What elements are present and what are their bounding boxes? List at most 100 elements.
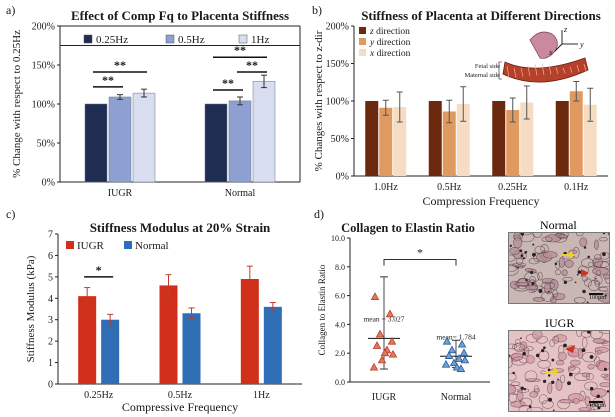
significance-label: ** xyxy=(102,73,114,87)
tissue-cell xyxy=(555,260,561,270)
bar xyxy=(84,103,108,183)
inset-fetal-side-label: Fetal side xyxy=(475,63,500,70)
tissue-cell xyxy=(600,373,609,378)
tissue-texture-iugr xyxy=(509,331,609,411)
x-tick-label: 0.25Hz xyxy=(498,182,528,193)
chart-title: Effect of Comp Fq to Placenta Stiffness xyxy=(71,8,289,23)
tissue-cell xyxy=(537,271,543,281)
placenta-villi xyxy=(520,67,524,77)
significance-label: * xyxy=(417,246,423,260)
red-arrow-icon xyxy=(581,269,589,277)
bar xyxy=(506,110,520,176)
bar xyxy=(555,101,569,176)
scale-label: 100μm xyxy=(589,295,606,301)
tissue-cell xyxy=(593,275,603,285)
axis-label-x: x xyxy=(548,48,553,57)
tissue-cell xyxy=(543,251,558,259)
y-axis-label: % Changes with respect to z-dir xyxy=(313,30,325,171)
tissue-cell xyxy=(574,373,590,382)
y-tick-label: 50% xyxy=(331,134,349,145)
significance-label: ** xyxy=(114,58,126,72)
scale-label: 100μm xyxy=(589,403,606,409)
legend-swatch xyxy=(238,34,248,44)
legend-label: 1Hz xyxy=(251,34,269,46)
tissue-nucleus xyxy=(547,290,550,293)
x-tick-label: 0.5Hz xyxy=(168,390,193,401)
data-point xyxy=(388,349,398,358)
tissue-cell xyxy=(524,268,534,272)
bar xyxy=(492,101,506,176)
legend-axis-word: direction xyxy=(374,49,410,59)
tissue-nucleus xyxy=(581,348,586,353)
axis-label-z: z xyxy=(563,25,568,34)
tissue-cell xyxy=(597,286,609,292)
tissue-nucleus xyxy=(520,254,524,258)
tissue-cell xyxy=(526,407,544,411)
y-tick-label: 8.0 xyxy=(335,263,345,272)
bar xyxy=(132,92,156,183)
bar xyxy=(393,107,407,176)
tissue-nucleus xyxy=(577,270,582,274)
placenta-villi xyxy=(583,63,587,72)
red-arrow-icon xyxy=(565,345,575,353)
tissue-nucleus xyxy=(586,301,589,303)
tissue-cell xyxy=(516,278,529,290)
legend-swatch xyxy=(359,27,366,34)
tissue-cell xyxy=(537,360,551,369)
data-point xyxy=(449,358,459,367)
bar xyxy=(263,306,282,384)
x-tick-label: 0.5Hz xyxy=(437,182,462,193)
tissue-nucleus xyxy=(589,386,594,391)
tissue-nucleus xyxy=(535,353,540,358)
placenta-villi xyxy=(555,67,559,74)
legend-swatch xyxy=(165,34,175,44)
tissue-cell xyxy=(578,407,593,411)
y-tick-label: 2.0 xyxy=(335,349,345,358)
yellow-arrow-icon xyxy=(561,251,576,259)
tissue-cell xyxy=(509,384,517,395)
tissue-nucleus xyxy=(589,354,594,359)
legend-label: Normal xyxy=(135,240,169,252)
y-tick-label: 100% xyxy=(32,100,55,111)
placenta-villi xyxy=(534,64,538,76)
tissue-cell xyxy=(593,260,609,269)
bar xyxy=(569,91,583,176)
chart-comp-fq: Effect of Comp Fq to Placenta Stiffness 0… xyxy=(11,8,301,199)
significance-bracket xyxy=(383,259,457,266)
bar xyxy=(101,319,120,384)
y-tick-label: 1 xyxy=(48,358,53,369)
placenta-villi xyxy=(541,64,545,76)
placenta-section xyxy=(502,57,589,83)
tissue-cell xyxy=(525,284,538,291)
bar xyxy=(442,111,456,176)
tissue-cell xyxy=(509,247,520,255)
x-tick-label: Normal xyxy=(225,188,256,199)
tissue-cell xyxy=(560,374,566,384)
tissue-cell xyxy=(599,382,609,388)
bar xyxy=(365,101,379,176)
y-tick-label: 5 xyxy=(48,272,53,283)
data-point xyxy=(372,341,382,349)
histology-normal-label: Normal xyxy=(540,218,577,232)
histology-iugr-label: IUGR xyxy=(545,316,575,330)
tissue-cell xyxy=(538,394,548,404)
tissue-cell xyxy=(532,233,543,238)
tissue-nucleus xyxy=(589,404,592,407)
placenta-villi xyxy=(569,66,573,73)
data-point xyxy=(377,355,387,364)
legend-swatch xyxy=(66,241,74,249)
bar xyxy=(182,313,201,384)
y-tick-label: 100% xyxy=(326,97,349,108)
tissue-cell xyxy=(575,233,584,237)
mean-label: mean= 1.784 xyxy=(436,332,475,341)
tissue-nucleus xyxy=(604,294,607,297)
tissue-nucleus xyxy=(603,367,608,371)
tissue-cell xyxy=(552,292,566,301)
scale-bar xyxy=(589,293,603,295)
tissue-nucleus xyxy=(523,388,527,391)
placenta-illustration: z y x Fetal side Maternal side xyxy=(464,25,589,83)
tissue-cell xyxy=(557,351,567,361)
legend-label: z direction xyxy=(369,27,410,37)
tissue-cell xyxy=(581,258,595,268)
